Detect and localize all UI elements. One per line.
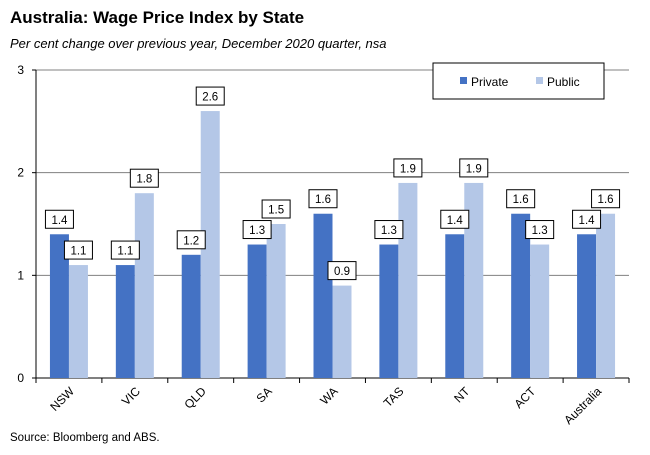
- data-label-public: 1.9: [466, 163, 482, 175]
- bar-public: [68, 265, 88, 378]
- bar-public: [332, 285, 352, 378]
- bar-public: [134, 193, 154, 378]
- bar-public: [530, 244, 550, 378]
- legend-label-private: Private: [471, 75, 509, 89]
- data-label-box: [63, 240, 93, 260]
- x-tick-label: NSW: [47, 384, 77, 414]
- data-label-box: [110, 240, 140, 260]
- data-label-box: [374, 220, 404, 240]
- legend-swatch-public: [536, 77, 543, 84]
- data-label-private: 1.4: [51, 215, 68, 227]
- data-label-box: [176, 230, 206, 250]
- x-tick-label: SA: [254, 384, 275, 405]
- data-label-private: 1.6: [513, 194, 529, 206]
- bar-public: [200, 111, 220, 379]
- bar-private: [577, 234, 597, 378]
- bar-private: [511, 213, 531, 378]
- x-tick-label: Australia: [561, 384, 604, 427]
- data-label-box: [525, 220, 555, 240]
- x-tick-label: QLD: [181, 384, 209, 412]
- bar-private: [379, 244, 399, 378]
- y-tick-label: 1: [17, 268, 24, 282]
- data-label-box: [591, 189, 621, 209]
- data-label-box: [44, 209, 74, 229]
- data-label-private: 1.3: [249, 225, 265, 237]
- x-tick-label: TAS: [381, 384, 407, 410]
- data-label-private: 1.4: [447, 215, 464, 227]
- chart-title: Australia: Wage Price Index by State: [10, 8, 305, 27]
- data-label-public: 1.6: [598, 194, 614, 206]
- bar-private: [49, 234, 69, 378]
- x-tick-label: VIC: [119, 384, 143, 408]
- bar-private: [247, 244, 267, 378]
- y-tick-label: 0: [17, 371, 24, 385]
- x-tick-label: ACT: [511, 384, 538, 411]
- bar-public: [266, 224, 286, 378]
- legend: Private Public: [432, 62, 605, 100]
- bar-private: [313, 213, 333, 378]
- data-label-private: 1.4: [579, 215, 596, 227]
- legend-label-public: Public: [547, 75, 580, 89]
- bar-private: [445, 234, 465, 378]
- data-label-private: 1.3: [381, 225, 397, 237]
- bar-public: [464, 182, 484, 378]
- bar-public: [398, 182, 418, 378]
- data-label-box: [506, 189, 536, 209]
- data-label-public: 1.9: [400, 163, 416, 175]
- x-tick-label: NT: [451, 384, 473, 406]
- data-label-public: 0.9: [334, 266, 350, 278]
- data-label-box: [393, 158, 423, 178]
- data-label-public: 2.6: [202, 92, 218, 104]
- legend-swatch-private: [460, 77, 467, 84]
- chart-subtitle: Per cent change over previous year, Dece…: [10, 36, 387, 51]
- y-tick-label: 3: [17, 63, 24, 77]
- data-labels: 1.41.1 1.11.81.22.61.31.51.60.91.31.91.41…: [44, 86, 621, 281]
- bars: [49, 111, 616, 379]
- bar-private: [115, 265, 135, 378]
- bar-public: [596, 213, 616, 378]
- source-note: Source: Bloomberg and ABS.: [10, 432, 160, 444]
- data-label-box: [195, 86, 225, 106]
- y-tick-label: 2: [17, 166, 24, 180]
- data-label-box: [440, 209, 470, 229]
- data-label-public: 1.3: [532, 225, 548, 237]
- data-label-public: 1.8: [136, 174, 152, 186]
- data-label-private: 1.6: [315, 194, 331, 206]
- data-label-private: 1.2: [183, 235, 199, 247]
- data-label-box: [242, 220, 272, 240]
- data-label-box: [327, 261, 357, 281]
- data-label-private: 1.1: [117, 246, 133, 258]
- data-label-box: [129, 168, 159, 188]
- data-label-box: [459, 158, 489, 178]
- data-label-public: 1.5: [268, 205, 284, 217]
- data-label-public: 1.1: [70, 246, 86, 258]
- data-label-box: [261, 199, 291, 219]
- data-label-box: [308, 189, 338, 209]
- bar-private: [181, 254, 201, 378]
- x-tick-label: WA: [317, 384, 340, 407]
- data-label-box: [572, 209, 602, 229]
